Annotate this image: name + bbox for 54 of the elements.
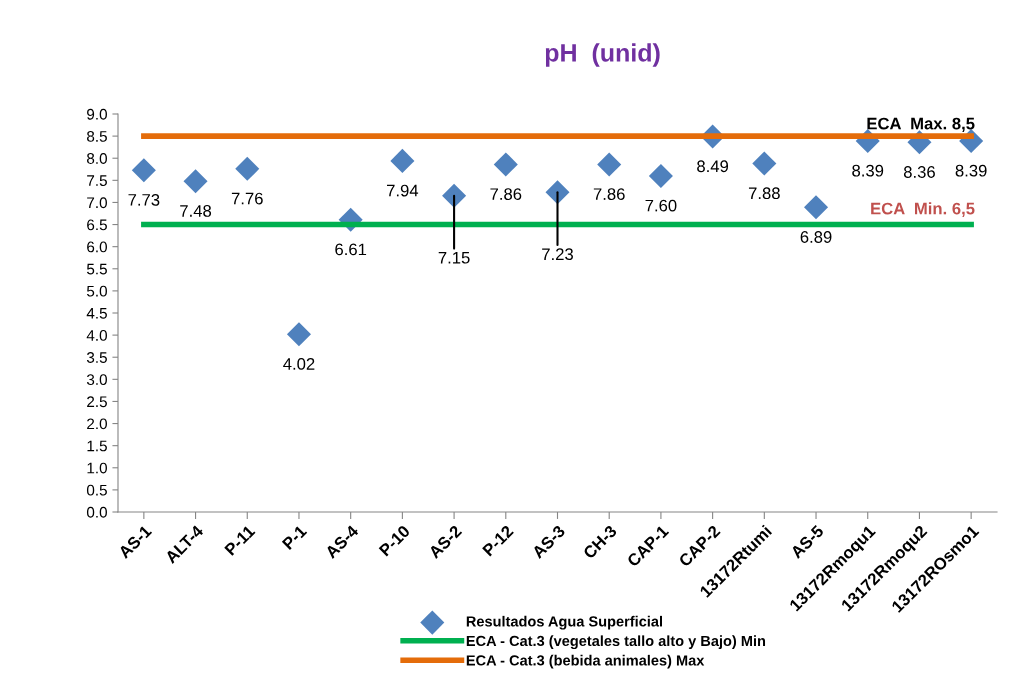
data-label: 7.88 [748,187,780,200]
legend-label: ECA - Cat.3 (vegetales tallo alto y Bajo) Min [466,635,766,650]
point [131,158,156,183]
y-tick-label: 8.0 [87,153,107,164]
point [183,169,208,194]
y-tick-label: 0.5 [86,484,107,496]
data-label: 7.76 [231,192,263,205]
data-label: 7.48 [180,205,212,217]
data-label: 7.73 [128,193,160,206]
y-tick-label: 7.0 [87,197,107,209]
legend-label: ECA - Cat.3 (bebida animales) Max [466,654,705,669]
y-tick-label: 0.0 [86,506,107,518]
y-tick-label: 4.0 [86,329,107,341]
point [235,156,260,181]
y-tick-label: 2.0 [87,418,107,430]
annotation: 7.15 [438,251,470,264]
data-label: 4.02 [283,358,315,370]
point [493,152,518,177]
y-tick-label: 3.5 [86,352,107,363]
y-tick-label: 9.0 [87,108,107,120]
x-tick-label: P-1 [281,524,308,550]
point [648,163,673,188]
y-tick-label: 5.0 [86,285,107,297]
data-label: 7.60 [645,199,677,212]
y-tick-label: 6.0 [87,241,107,253]
data-label: 8.39 [852,164,884,177]
point [442,183,467,208]
y-tick-label: 2.5 [87,396,107,408]
data-label: 6.61 [335,243,367,256]
y-tick-label: 3.0 [86,374,107,386]
point [752,151,777,176]
data-label: 7.94 [387,184,419,197]
y-tick-label: 6.5 [87,219,107,231]
y-tick-label: 5.5 [86,263,107,275]
y-tick-label: 1.0 [87,462,107,474]
data-label: 8.39 [955,164,987,177]
point [597,152,622,177]
legend-label: Resultados Agua Superficial [466,615,662,630]
data-label: 7.86 [490,188,522,201]
data-label: 8.49 [697,160,729,173]
data-label: 7.86 [593,188,625,201]
y-tick-label: 7.5 [87,175,107,187]
data-label: 6.89 [800,231,832,243]
point [804,195,829,220]
point [286,322,311,347]
annotation: ECA Min. 6,5 [871,202,975,217]
y-tick-label: 1.5 [87,440,107,452]
y-tick-label: 8.5 [87,130,107,142]
chart-title: pH (unid) [545,43,660,67]
point [390,148,415,173]
annotation: ECA Max. 8,5 [867,117,975,132]
data-label: 8.36 [903,166,935,178]
annotation: 7.23 [542,248,573,261]
y-tick-label: 4.5 [86,308,107,319]
